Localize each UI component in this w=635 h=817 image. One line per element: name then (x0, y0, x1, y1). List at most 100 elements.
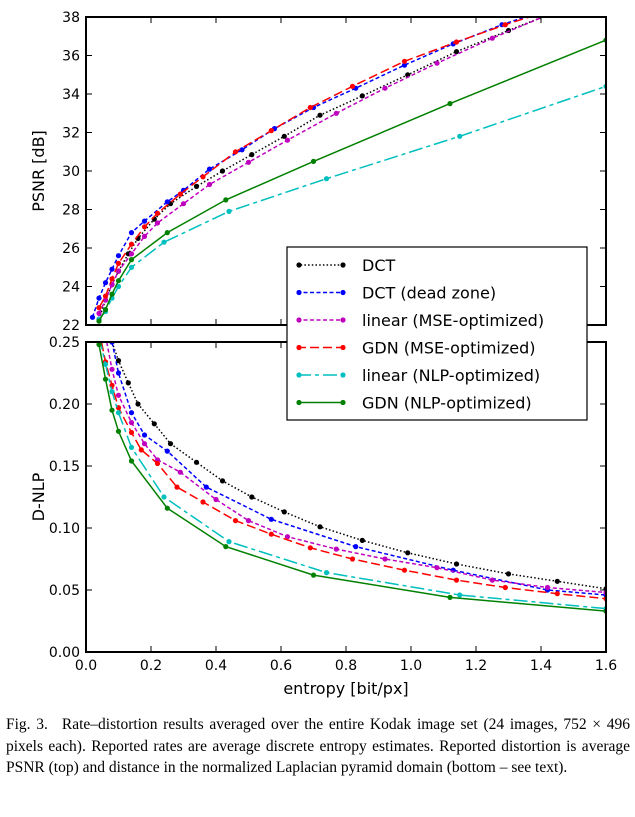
dnlp-data-point-dct (135, 401, 141, 407)
psnr-data-point-linear-mse-optimized (434, 60, 440, 66)
dnlp-data-point-linear-mse-optimized (333, 546, 339, 552)
psnr-data-point-linear-nlp-optimized (161, 239, 167, 245)
psnr-data-point-gdn-nlp-optimized (223, 197, 229, 203)
psnr-data-point-linear-nlp-optimized (115, 283, 122, 290)
dnlp-data-point-dct-dead-zone (353, 544, 359, 550)
dnlp-data-point-gdn-mse-optimized (200, 499, 206, 505)
psnr-data-point-dct-dead-zone (141, 218, 148, 224)
psnr-data-point-linear-mse-optimized (245, 159, 252, 165)
dnlp-data-point-linear-mse-optimized (141, 441, 148, 447)
dnlp-data-point-gdn-mse-optimized (401, 567, 408, 573)
psnr-data-point-dct-dead-zone (102, 280, 109, 286)
psnr-data-point-dct (555, 9, 560, 14)
entropy-x-tick-label: 0.6 (270, 658, 292, 674)
legend-marker (296, 262, 302, 268)
dnlp-data-point-linear-mse-optimized (382, 556, 388, 562)
psnr-data-point-linear-mse-optimized (382, 85, 388, 91)
legend-entry-gdn-nlp-optimized: GDN (NLP-optimized) (362, 394, 532, 413)
psnr-data-point-linear-mse-optimized (333, 110, 339, 116)
psnr-y-tick-label: 26 (62, 241, 80, 257)
figure-caption: Fig. 3. Rate–distortion results averaged … (6, 714, 630, 779)
psnr-data-point-gdn-mse-optimized (502, 22, 508, 28)
dnlp-series-line-dct (111, 342, 606, 590)
dnlp-series-line-linear-nlp-optimized (99, 342, 606, 610)
psnr-y-tick-label: 22 (62, 318, 80, 334)
legend-entry-gdn-mse-optimized: GDN (MSE-optimized) (362, 339, 536, 358)
dnlp-y-tick-label: 0.05 (49, 583, 80, 599)
dnlp-data-point-gdn-mse-optimized (128, 429, 135, 436)
psnr-y-axis-label: PSNR [dB] (29, 130, 48, 212)
dnlp-data-point-dct (151, 421, 157, 427)
dnlp-data-point-dct-dead-zone (128, 410, 135, 416)
dnlp-data-point-dct-dead-zone (203, 484, 209, 490)
legend-marker (340, 317, 346, 323)
psnr-data-point-linear-mse-optimized (284, 137, 291, 143)
psnr-data-point-linear-nlp-optimized (226, 208, 232, 214)
psnr-data-point-gdn-nlp-optimized (310, 158, 317, 164)
psnr-data-point-linear-mse-optimized (141, 233, 148, 239)
dnlp-data-point-linear-nlp-optimized (128, 444, 135, 450)
dnlp-data-point-gdn-nlp-optimized (109, 407, 115, 413)
dnlp-series-line-gdn-nlp-optimized (98, 344, 606, 612)
legend-marker (340, 262, 346, 268)
dnlp-data-point-gdn-mse-optimized (232, 518, 239, 524)
dnlp-data-point-dct-dead-zone (164, 448, 170, 454)
psnr-data-point-gdn-mse-optimized (115, 260, 122, 266)
dnlp-series-line-linear-mse-optimized (105, 342, 606, 594)
psnr-data-point-gdn-mse-optimized (232, 149, 239, 155)
dnlp-y-axis-label: D-NLP (29, 472, 48, 521)
psnr-data-point-dct-dead-zone (545, 7, 550, 12)
dnlp-data-point-dct (193, 459, 200, 465)
dnlp-y-tick-label: 0.00 (49, 645, 80, 661)
entropy-x-tick-label: 1.4 (530, 658, 552, 674)
psnr-data-point-dct-dead-zone (96, 295, 102, 301)
psnr-y-tick-label: 36 (62, 49, 80, 65)
dnlp-data-point-gdn-mse-optimized (174, 484, 180, 490)
caption-label: Fig. 3. (6, 716, 48, 733)
psnr-data-point-linear-mse-optimized (206, 181, 213, 188)
dnlp-data-point-gdn-nlp-optimized (128, 458, 135, 464)
psnr-data-point-gdn-mse-optimized (141, 224, 148, 230)
dnlp-data-point-dct (115, 358, 122, 364)
psnr-y-tick-label: 34 (62, 87, 80, 103)
dnlp-data-point-dct (281, 509, 287, 515)
legend-marker (296, 344, 302, 351)
legend-box (286, 246, 588, 421)
dnlp-data-point-gdn-mse-optimized (502, 584, 508, 591)
psnr-data-point-gdn-mse-optimized (96, 305, 102, 311)
dnlp-data-point-linear-mse-optimized (245, 518, 252, 524)
psnr-data-point-gdn-mse-optimized (307, 104, 313, 111)
psnr-data-point-dct-dead-zone (109, 266, 115, 272)
dnlp-series-line-dct-dead-zone (111, 342, 606, 596)
legend-marker (296, 289, 302, 296)
psnr-data-point-gdn-mse-optimized (128, 241, 135, 247)
psnr-data-point-linear-mse-optimized (128, 251, 135, 257)
legend-marker (340, 399, 346, 406)
rate-distortion-figure: 22 24 26 28 30 32 34 36 38 PSNR [dB] 0.00 0.05 0.1… (29, 7, 617, 698)
dnlp-data-point-linear-mse-optimized (544, 584, 551, 591)
dnlp-data-point-linear-mse-optimized (434, 565, 440, 571)
psnr-data-point-dct-dead-zone (239, 147, 245, 153)
legend-entry-dct-dead-zone: DCT (dead zone) (362, 284, 496, 303)
dnlp-data-point-dct (317, 524, 323, 530)
psnr-data-point-dct (317, 112, 323, 118)
dnlp-data-point-linear-nlp-optimized (457, 592, 463, 598)
entropy-x-tick-label: 1.0 (400, 658, 422, 674)
dnlp-data-point-linear-nlp-optimized (115, 410, 122, 416)
dnlp-data-point-gdn-nlp-optimized (310, 572, 317, 578)
entropy-x-tick-label: 1.2 (465, 658, 487, 674)
dnlp-data-point-gdn-mse-optimized (96, 327, 101, 332)
dnlp-data-point-gdn-mse-optimized (109, 382, 115, 388)
psnr-data-point-gdn-mse-optimized (545, 9, 550, 14)
psnr-data-point-dct (193, 183, 200, 189)
psnr-data-point-linear-mse-optimized (102, 297, 109, 303)
dnlp-data-point-linear-mse-optimized (154, 457, 161, 463)
psnr-data-point-linear-mse-optimized (154, 220, 161, 226)
psnr-y-tick-label: 38 (62, 10, 80, 26)
psnr-data-point-gdn-nlp-optimized (96, 318, 102, 324)
dnlp-y-tick-label: 0.20 (49, 397, 80, 413)
dnlp-data-point-gdn-nlp-optimized (96, 342, 102, 348)
dnlp-data-point-linear-nlp-optimized (323, 570, 330, 576)
psnr-data-point-gdn-mse-optimized (102, 293, 109, 299)
psnr-data-point-gdn-mse-optimized (401, 58, 408, 64)
